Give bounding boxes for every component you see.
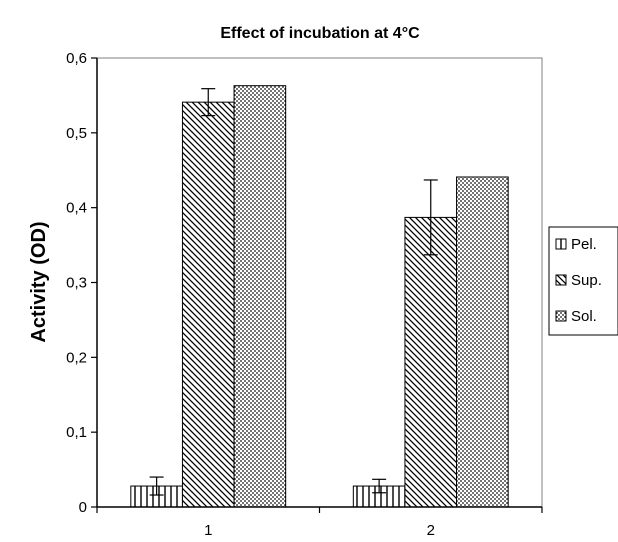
bar-diagonal-lines — [404, 216, 458, 508]
y-tick-label: 0,4 — [66, 200, 87, 217]
legend-label: Sup. — [571, 272, 602, 289]
error-bars-group — [149, 88, 438, 496]
y-tick-label: 0,3 — [66, 275, 87, 292]
bar-dots — [233, 85, 287, 508]
bar-dots — [456, 176, 509, 508]
y-tick-label: 0,5 — [66, 125, 87, 142]
chart-title: Effect of incubation at 4°C — [220, 25, 420, 42]
y-axis-label: Activity (OD) — [28, 221, 50, 342]
legend-label: Sol. — [571, 308, 597, 325]
legend-label: Pel. — [571, 236, 597, 253]
y-tick-label: 0,1 — [66, 424, 87, 441]
bar-diagonal-lines — [181, 101, 235, 508]
legend-swatch — [555, 310, 567, 322]
x-tick-label: 2 — [427, 522, 435, 539]
legend-swatch — [555, 238, 567, 250]
bars-group — [130, 85, 509, 508]
y-tick-label: 0,6 — [66, 50, 87, 67]
x-tick-label: 1 — [204, 522, 212, 539]
y-tick-label: 0,2 — [66, 349, 87, 366]
legend-swatch — [555, 274, 567, 286]
legend: Pel. Sup. Sol. — [548, 226, 618, 336]
y-tick-label: 0 — [79, 499, 87, 516]
y-ticks-group: 0 0,1 0,2 0,3 0,4 0,5 0,6 — [66, 50, 97, 516]
